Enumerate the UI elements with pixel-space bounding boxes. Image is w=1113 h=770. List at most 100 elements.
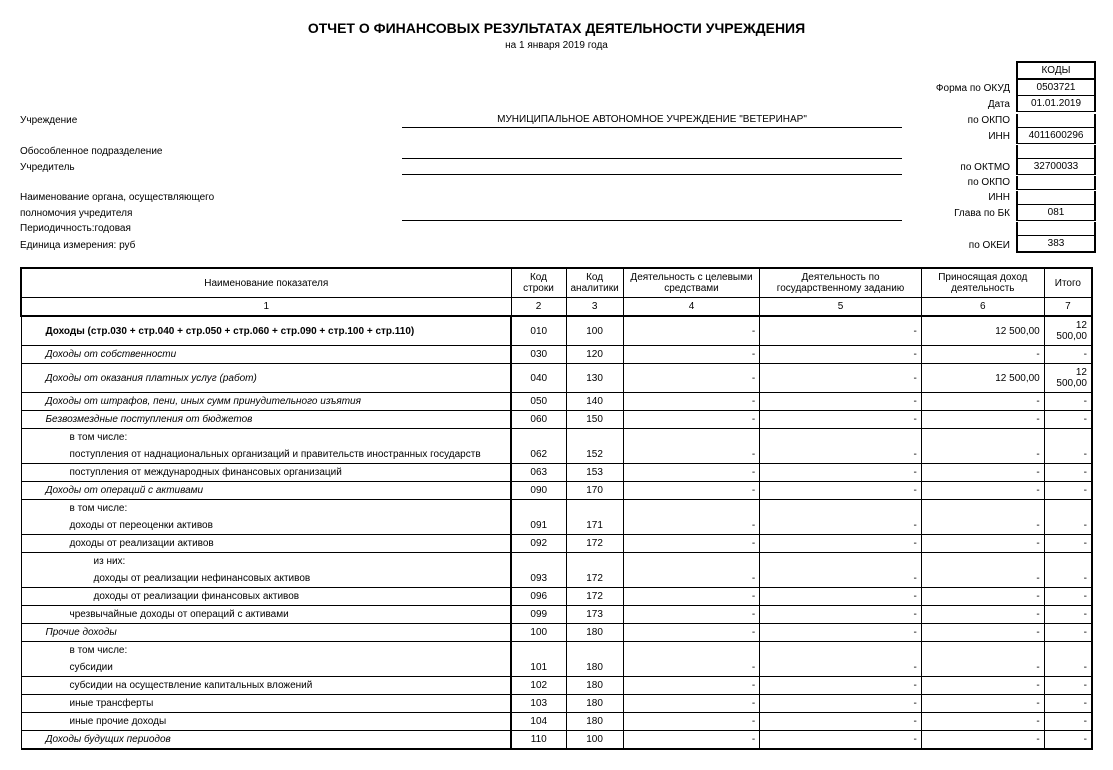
label-oktmo: по ОКТМО [904, 160, 1014, 175]
cell-c2 [511, 429, 566, 447]
cell-c2: 093 [511, 570, 566, 588]
cell-c2: 090 [511, 482, 566, 500]
cell-c7 [1044, 553, 1092, 571]
cell-c4: - [623, 364, 760, 393]
cell-c2: 010 [511, 316, 566, 346]
cell-c5: - [760, 606, 922, 624]
cell-c7: - [1044, 677, 1092, 695]
cell-c7: - [1044, 588, 1092, 606]
cell-c6: - [921, 570, 1044, 588]
cell-c2: 092 [511, 535, 566, 553]
cell-c3: 171 [566, 517, 623, 535]
value-glava [402, 216, 902, 221]
cell-c5: - [760, 346, 922, 364]
cell-name: в том числе: [21, 500, 511, 518]
cell-name: Доходы (стр.030 + стр.040 + стр.050 + ст… [21, 316, 511, 346]
cell-c3 [566, 642, 623, 660]
cell-name: доходы от переоценки активов [21, 517, 511, 535]
code-glava: 081 [1016, 205, 1096, 221]
cell-c3: 180 [566, 659, 623, 677]
cell-c4: - [623, 677, 760, 695]
table-row: Доходы (стр.030 + стр.040 + стр.050 + ст… [21, 316, 1092, 346]
cell-c6: - [921, 535, 1044, 553]
cell-c2 [511, 500, 566, 518]
cell-c7: - [1044, 606, 1092, 624]
table-row: Прочие доходы100180---- [21, 624, 1092, 642]
cell-c5 [760, 500, 922, 518]
cell-name: чрезвычайные доходы от операций с актива… [21, 606, 511, 624]
cell-c5: - [760, 464, 922, 482]
cell-c4: - [623, 695, 760, 713]
cell-c5 [760, 553, 922, 571]
cell-name: Прочие доходы [21, 624, 511, 642]
cell-c7: - [1044, 570, 1092, 588]
label-glava: Глава по БК [904, 206, 1014, 221]
code-inn1: 4011600296 [1016, 128, 1096, 144]
cell-c7: 12 500,00 [1044, 316, 1092, 346]
code-oktmo: 32700033 [1016, 159, 1096, 175]
thn-3: 3 [566, 298, 623, 317]
label-inn1: ИНН [904, 129, 1014, 144]
cell-c5: - [760, 446, 922, 464]
table-row: иные трансферты103180---- [21, 695, 1092, 713]
th-analytic: Код аналитики [566, 268, 623, 298]
table-row: из них: [21, 553, 1092, 571]
cell-c3 [566, 500, 623, 518]
cell-c3: 140 [566, 393, 623, 411]
cell-name: Доходы от собственности [21, 346, 511, 364]
cell-c6 [921, 429, 1044, 447]
label-okei: по ОКЕИ [904, 238, 1014, 253]
cell-c7: - [1044, 535, 1092, 553]
cell-name: субсидии [21, 659, 511, 677]
cell-c5: - [760, 517, 922, 535]
cell-name: из них: [21, 553, 511, 571]
cell-c2: 063 [511, 464, 566, 482]
cell-c2 [511, 642, 566, 660]
th-state: Деятельность по государственному заданию [760, 268, 922, 298]
table-row: Доходы от оказания платных услуг (работ)… [21, 364, 1092, 393]
cell-c2: 102 [511, 677, 566, 695]
cell-c3 [566, 553, 623, 571]
cell-c3: 173 [566, 606, 623, 624]
cell-c4: - [623, 731, 760, 750]
table-header-row: Наименование показателя Код строки Код а… [21, 268, 1092, 298]
table-row: субсидии101180---- [21, 659, 1092, 677]
cell-name: иные прочие доходы [21, 713, 511, 731]
cell-c4: - [623, 570, 760, 588]
cell-c7 [1044, 642, 1092, 660]
table-row: чрезвычайные доходы от операций с актива… [21, 606, 1092, 624]
code-okpo [1016, 114, 1096, 128]
table-row: Доходы от операций с активами090170---- [21, 482, 1092, 500]
cell-name: в том числе: [21, 429, 511, 447]
cell-c3: 180 [566, 677, 623, 695]
cell-c4: - [623, 346, 760, 364]
codes-header: КОДЫ [1016, 61, 1096, 80]
cell-c2: 060 [511, 411, 566, 429]
label-founder: Учредитель [20, 160, 400, 175]
th-total: Итого [1044, 268, 1092, 298]
cell-c6: - [921, 482, 1044, 500]
cell-c4: - [623, 588, 760, 606]
table-row: Безвозмездные поступления от бюджетов060… [21, 411, 1092, 429]
cell-c6: - [921, 411, 1044, 429]
cell-c3: 180 [566, 695, 623, 713]
cell-c5: - [760, 482, 922, 500]
cell-c3: 172 [566, 535, 623, 553]
cell-c5: - [760, 731, 922, 750]
cell-c7: - [1044, 393, 1092, 411]
label-okpo: по ОКПО [904, 113, 1014, 128]
thn-1: 1 [21, 298, 511, 317]
cell-c3: 100 [566, 316, 623, 346]
cell-name: субсидии на осуществление капитальных вл… [21, 677, 511, 695]
thn-7: 7 [1044, 298, 1092, 317]
value-subdiv [402, 154, 902, 159]
table-row: доходы от переоценки активов091171---- [21, 517, 1092, 535]
th-targeted: Деятельность с целевыми средствами [623, 268, 760, 298]
cell-c2: 040 [511, 364, 566, 393]
cell-c3: 180 [566, 624, 623, 642]
cell-c2: 050 [511, 393, 566, 411]
cell-name: доходы от реализации финансовых активов [21, 588, 511, 606]
cell-c6: - [921, 677, 1044, 695]
cell-c6: - [921, 517, 1044, 535]
cell-c7 [1044, 429, 1092, 447]
